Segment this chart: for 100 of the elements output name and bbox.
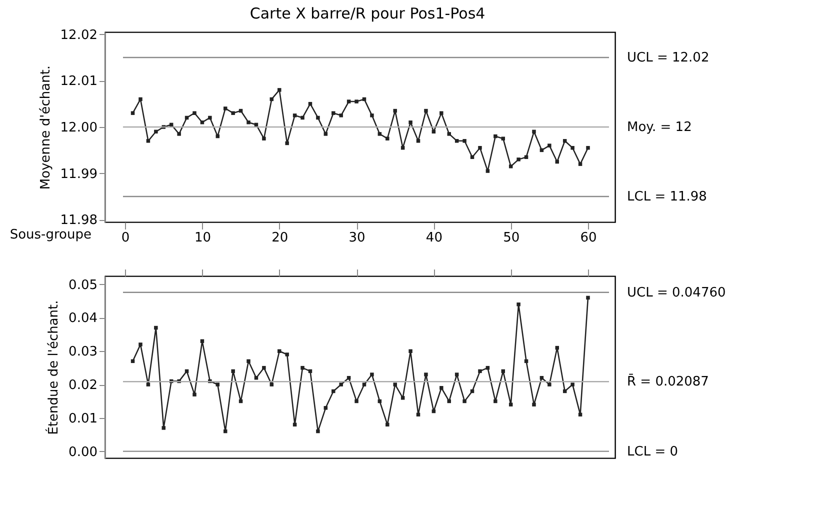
y-tick-label: 11.98	[60, 213, 98, 228]
point	[324, 132, 328, 136]
point	[454, 372, 459, 376]
point	[332, 389, 336, 394]
point	[494, 134, 498, 138]
ref-line-label: LCL = 0	[627, 444, 678, 460]
point	[324, 406, 328, 410]
y-tick-label: 12.01	[60, 74, 98, 90]
point	[586, 296, 590, 300]
x-axis-title: Sous-groupe	[10, 228, 92, 242]
point	[285, 352, 289, 356]
y-tick-label: 12.00	[60, 120, 98, 136]
y-tick-label: 11.99	[60, 166, 98, 182]
point	[494, 399, 498, 404]
point	[454, 139, 459, 143]
point	[262, 136, 266, 140]
point	[292, 422, 297, 426]
x-tick-label: 0	[121, 230, 130, 246]
ref-line-label: R̄ = 0.02087	[627, 373, 709, 390]
point	[386, 422, 390, 426]
point	[393, 382, 397, 386]
x-tick-label: 10	[194, 230, 211, 246]
point	[408, 120, 412, 124]
point	[424, 372, 428, 376]
point	[532, 130, 536, 134]
point	[462, 139, 466, 143]
x-tick-label: 60	[580, 230, 597, 246]
point	[278, 88, 282, 92]
point	[424, 108, 428, 113]
point	[508, 164, 513, 168]
point	[386, 136, 390, 140]
point	[354, 100, 358, 104]
point	[486, 169, 490, 173]
point	[508, 402, 513, 406]
point	[339, 382, 343, 386]
point	[292, 114, 297, 118]
ref-line-label: LCL = 11.98	[627, 190, 707, 205]
chart-title: Carte X barre/R pour Pos1-Pos4	[250, 4, 486, 23]
point	[316, 429, 320, 434]
point	[216, 382, 220, 386]
point	[138, 97, 142, 102]
point	[578, 412, 582, 416]
y-tick-label: 0.04	[68, 311, 98, 326]
point	[154, 326, 158, 330]
point	[200, 339, 204, 343]
y-axis-title: Étendue de l'échant.	[44, 300, 62, 435]
point	[440, 386, 444, 390]
point	[462, 399, 466, 404]
point	[300, 116, 304, 120]
point	[516, 302, 520, 306]
point	[262, 366, 266, 370]
point	[416, 139, 420, 143]
point	[416, 412, 420, 416]
point	[501, 136, 505, 140]
y-tick-label: 0.00	[68, 444, 98, 460]
point	[130, 111, 135, 115]
point	[192, 392, 196, 396]
point	[570, 146, 574, 150]
point	[478, 146, 482, 150]
x-tick-label: 30	[348, 230, 366, 246]
point	[231, 111, 235, 115]
point	[362, 382, 366, 386]
point	[177, 132, 181, 136]
point	[300, 366, 304, 370]
ref-line-label: Moy. = 12	[627, 120, 692, 135]
point	[162, 426, 166, 430]
point	[246, 120, 250, 124]
point	[285, 141, 289, 146]
point	[378, 132, 382, 136]
point	[339, 114, 343, 118]
point	[270, 382, 274, 386]
point	[346, 100, 351, 104]
point	[370, 114, 374, 118]
x-tick-label: 50	[503, 230, 520, 246]
point	[562, 139, 567, 143]
point	[440, 111, 444, 115]
y-tick-label: 0.02	[68, 378, 98, 394]
point	[208, 116, 212, 120]
point	[332, 111, 336, 115]
point	[231, 369, 235, 374]
y-tick-label: 0.01	[68, 411, 98, 426]
point	[370, 372, 374, 376]
point	[408, 349, 412, 354]
y-tick-label: 0.03	[68, 344, 98, 360]
point	[548, 382, 552, 386]
point	[154, 130, 158, 134]
point	[146, 139, 150, 143]
y-tick-label: 0.05	[68, 278, 98, 293]
point	[192, 111, 196, 115]
point	[548, 144, 552, 148]
y-axis-title: Moyenne d'échant.	[38, 65, 54, 190]
point	[586, 146, 590, 150]
point	[447, 399, 451, 404]
point	[447, 132, 451, 136]
x-tick-label: 40	[426, 230, 442, 246]
ref-line-label: UCL = 12.02	[627, 50, 710, 66]
point	[478, 369, 482, 374]
point	[138, 342, 142, 346]
point	[354, 399, 358, 404]
point	[146, 382, 150, 386]
